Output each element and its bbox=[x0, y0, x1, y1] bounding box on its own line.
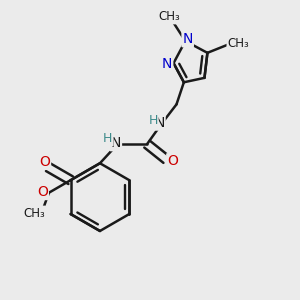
Text: CH₃: CH₃ bbox=[227, 37, 249, 50]
Text: O: O bbox=[37, 185, 48, 199]
Text: O: O bbox=[39, 155, 50, 169]
Text: N: N bbox=[162, 57, 172, 71]
Text: O: O bbox=[167, 154, 178, 168]
Text: CH₃: CH₃ bbox=[158, 11, 180, 23]
Text: CH₃: CH₃ bbox=[23, 206, 45, 220]
Text: N: N bbox=[154, 116, 165, 130]
Text: N: N bbox=[182, 32, 193, 46]
Text: H: H bbox=[148, 114, 158, 127]
Text: H: H bbox=[103, 132, 112, 145]
Text: N: N bbox=[111, 136, 121, 150]
